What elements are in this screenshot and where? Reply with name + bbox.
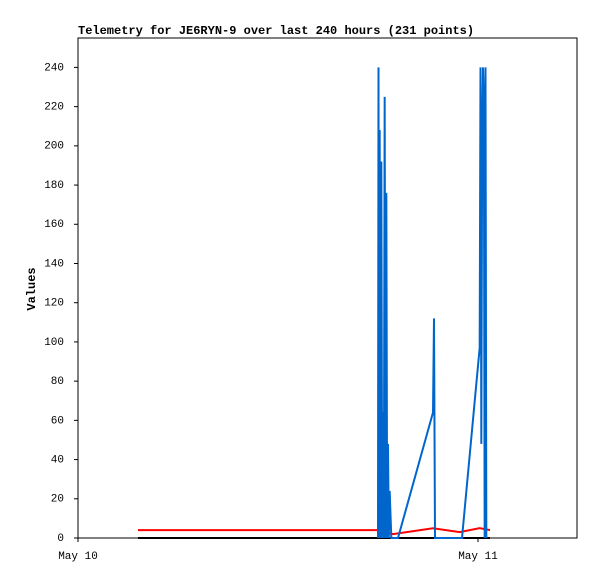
chart-title: Telemetry for JE6RYN-9 over last 240 hou… <box>78 24 474 38</box>
y-tick-label: 20 <box>51 494 64 506</box>
y-tick-label: 200 <box>44 141 64 153</box>
y-axis-label: Values <box>25 267 39 310</box>
y-tick-label: 0 <box>57 533 64 545</box>
x-tick-label: May 11 <box>458 551 498 563</box>
y-tick-label: 40 <box>51 454 64 466</box>
x-tick-label: May 10 <box>58 551 98 563</box>
y-tick-label: 60 <box>51 415 64 427</box>
series-line <box>377 67 488 539</box>
y-tick-label: 180 <box>44 180 64 192</box>
y-tick-label: 220 <box>44 102 64 114</box>
y-tick-label: 140 <box>44 258 64 270</box>
y-tick-label: 100 <box>44 337 64 349</box>
y-tick-label: 120 <box>44 298 64 310</box>
y-tick-label: 240 <box>44 62 64 74</box>
y-tick-label: 80 <box>51 376 64 388</box>
y-tick-label: 160 <box>44 219 64 231</box>
